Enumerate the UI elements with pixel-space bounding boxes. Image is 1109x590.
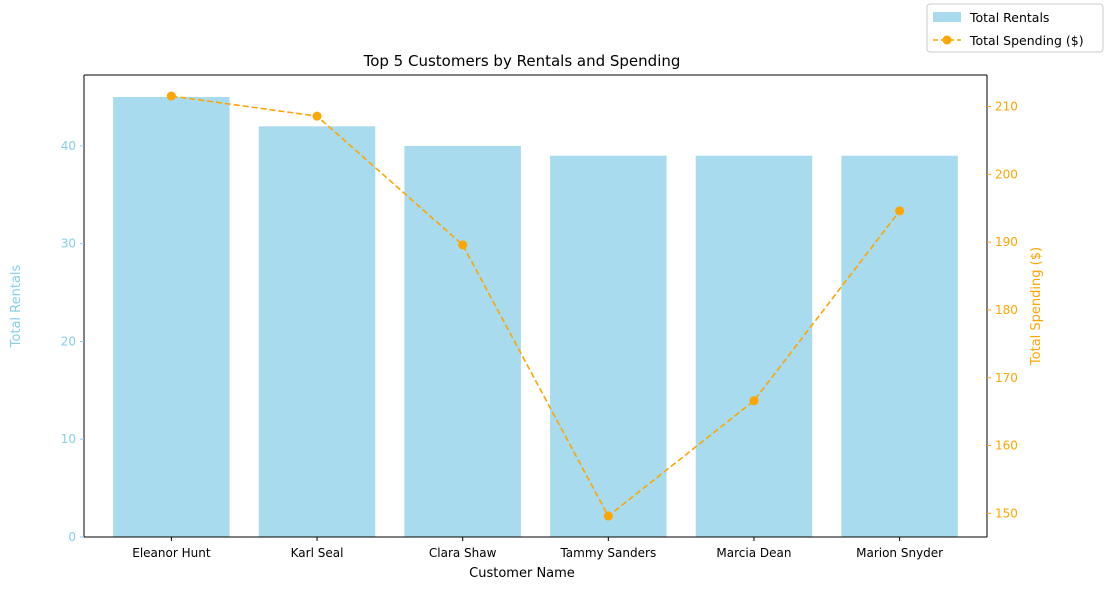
line-series-total-spending [166, 91, 905, 521]
y-axis-left-label: Total Rentals [9, 264, 24, 348]
legend-swatch-total-rentals [933, 12, 961, 22]
bar-marcia-dean [695, 155, 813, 537]
y-right-tick-label: 200 [995, 167, 1018, 181]
y-left-tick-label: 20 [61, 334, 76, 348]
legend-swatch-total-spending-marker [942, 35, 952, 45]
y-right-tick-label: 150 [995, 506, 1018, 520]
spending-line [171, 95, 901, 518]
y-left-tick-label: 40 [61, 139, 76, 153]
x-tick-label: Clara Shaw [429, 546, 497, 560]
spending-point-eleanor-hunt [166, 91, 176, 101]
legend: Total Rentals Total Spending ($) [926, 3, 1104, 53]
y-right-tick-label: 180 [995, 303, 1018, 317]
spending-point-marcia-dean [749, 396, 759, 406]
x-axis-ticks: Eleanor Hunt Karl Seal Clara Shaw Tammy San… [132, 537, 943, 560]
spending-point-karl-seal [312, 111, 322, 121]
spending-point-tammy-sanders [603, 511, 613, 521]
x-tick-label: Tammy Sanders [559, 546, 656, 560]
y-right-tick-label: 160 [995, 439, 1018, 453]
spending-point-marion-snyder [895, 206, 905, 216]
legend-label-total-spending: Total Spending ($) [969, 33, 1084, 48]
x-tick-label: Eleanor Hunt [132, 546, 211, 560]
bar-series-total-rentals [113, 97, 958, 537]
chart-title: Top 5 Customers by Rentals and Spending [363, 52, 681, 70]
y-left-tick-label: 30 [61, 237, 76, 251]
x-axis-label: Customer Name [469, 566, 575, 581]
spending-point-clara-shaw [458, 240, 468, 250]
y-left-tick-label: 10 [61, 432, 76, 446]
bar-karl-seal [258, 126, 376, 537]
x-tick-label: Marcia Dean [716, 546, 791, 560]
legend-label-total-rentals: Total Rentals [969, 10, 1049, 25]
legend-frame [926, 3, 1104, 53]
bar-marion-snyder [841, 155, 958, 537]
y-right-tick-label: 190 [995, 235, 1018, 249]
bar-tammy-sanders [550, 155, 667, 537]
y-axis-right-label: Total Spending ($) [1029, 247, 1044, 366]
x-tick-label: Marion Snyder [856, 546, 943, 560]
axes [83, 74, 988, 538]
y-left-tick-label: 0 [68, 530, 76, 544]
x-tick-label: Karl Seal [291, 546, 344, 560]
y-axis-left-ticks: 0 10 20 30 40 [61, 139, 84, 544]
bar-eleanor-hunt [113, 97, 230, 537]
y-right-tick-label: 210 [995, 100, 1018, 114]
y-axis-right-ticks: 150 160 170 180 190 200 210 [987, 100, 1018, 520]
bar-clara-shaw [404, 145, 521, 537]
y-right-tick-label: 170 [995, 371, 1018, 385]
